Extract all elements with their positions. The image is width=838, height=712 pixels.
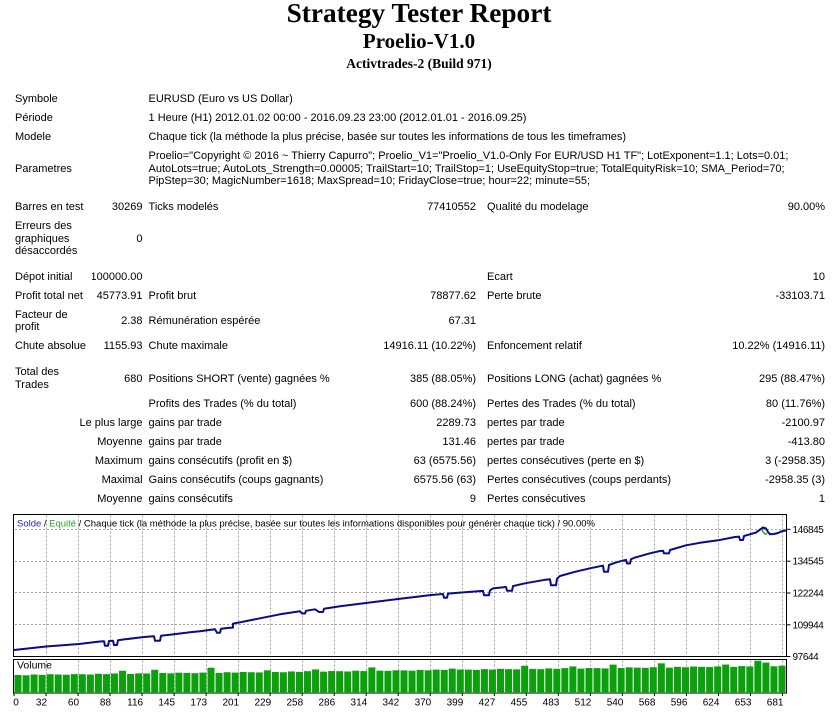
svg-text:109944: 109944: [793, 620, 825, 631]
svg-text:201: 201: [222, 698, 239, 709]
svg-text:173: 173: [190, 698, 207, 709]
svg-text:314: 314: [351, 698, 368, 709]
svg-text:483: 483: [543, 698, 560, 709]
svg-text:229: 229: [254, 698, 271, 709]
svg-text:455: 455: [511, 698, 528, 709]
svg-text:624: 624: [703, 698, 720, 709]
svg-text:60: 60: [68, 698, 80, 709]
svg-text:596: 596: [671, 698, 688, 709]
svg-text:Solde / Equité / Chaque tick (: Solde / Equité / Chaque tick (la méthode…: [17, 518, 596, 529]
svg-text:399: 399: [447, 698, 464, 709]
svg-text:286: 286: [319, 698, 336, 709]
svg-text:427: 427: [479, 698, 496, 709]
svg-text:145: 145: [158, 698, 175, 709]
svg-text:540: 540: [607, 698, 624, 709]
svg-text:32: 32: [36, 698, 48, 709]
svg-text:97644: 97644: [793, 652, 820, 663]
svg-text:0: 0: [13, 698, 19, 709]
svg-text:342: 342: [383, 698, 400, 709]
svg-text:258: 258: [286, 698, 303, 709]
svg-text:370: 370: [415, 698, 432, 709]
svg-text:146845: 146845: [793, 525, 825, 536]
svg-text:116: 116: [127, 698, 143, 709]
svg-text:Volume: Volume: [17, 660, 52, 672]
svg-text:681: 681: [767, 698, 784, 709]
svg-text:88: 88: [100, 698, 112, 709]
svg-text:134545: 134545: [793, 557, 825, 568]
svg-text:512: 512: [575, 698, 592, 709]
svg-text:653: 653: [735, 698, 752, 709]
svg-text:568: 568: [639, 698, 656, 709]
svg-text:122244: 122244: [793, 589, 825, 600]
